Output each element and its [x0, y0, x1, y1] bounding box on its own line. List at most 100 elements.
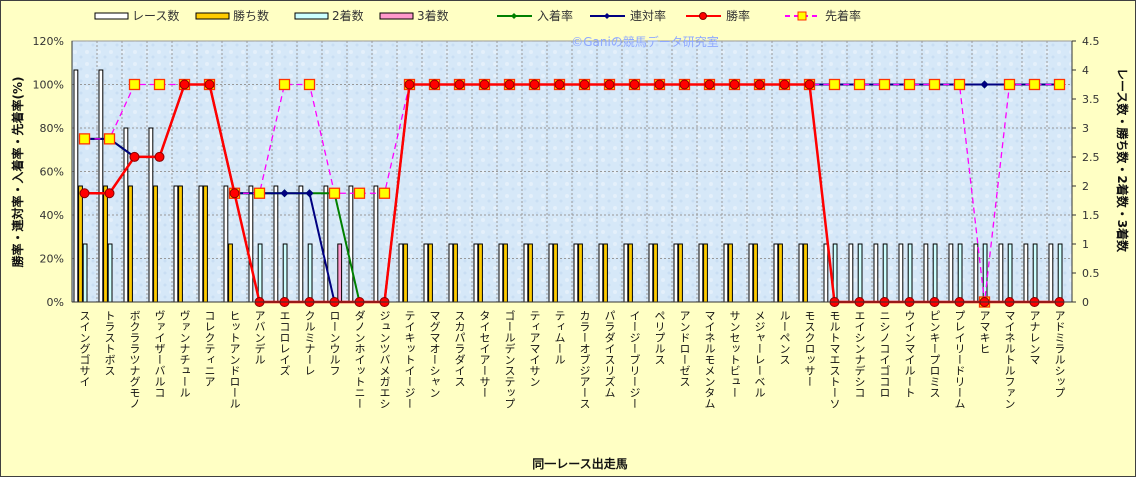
- x-tick-label: マイネルモメンタム: [703, 310, 716, 409]
- y-tick-label-right: 1.5: [1082, 209, 1100, 222]
- point-circle: [754, 79, 765, 90]
- axes: 0% 20% 40% 60% 80% 100% 120% 0 0.5 1 1.5 2 2.5 3 3.5 4 4…: [33, 35, 1100, 409]
- bar-2: [282, 243, 288, 303]
- bar-1: [678, 243, 683, 303]
- bar-0: [773, 243, 779, 303]
- x-tick-label: ダノンホイットニー: [353, 310, 366, 409]
- legend-label: 3着数: [417, 8, 449, 23]
- x-tick-label: ティアマイサン: [528, 310, 541, 387]
- x-tick-label: アドミラルシップ: [1053, 310, 1066, 398]
- point-circle: [229, 188, 240, 199]
- point-circle: [404, 79, 415, 90]
- x-tick-label: テイキットイージー: [403, 310, 416, 409]
- point-circle: [479, 79, 490, 90]
- bar-0: [373, 185, 379, 303]
- y-tick-label-left: 120%: [33, 35, 64, 48]
- bar-2: [907, 243, 913, 303]
- x-tick-label: ウインマイルート: [903, 310, 916, 398]
- point-circle: [629, 79, 640, 90]
- point-square: [253, 187, 266, 199]
- y-tick-label-right: 4.5: [1082, 35, 1100, 48]
- bar-0: [323, 185, 329, 303]
- x-tick-label: アマキヒ: [978, 310, 991, 354]
- bar-0: [873, 243, 879, 303]
- point-circle: [104, 188, 115, 199]
- bar-0: [223, 185, 229, 303]
- point-square: [878, 78, 891, 91]
- point-square: [953, 78, 966, 91]
- bar-2: [107, 243, 113, 303]
- legend-swatch-bar: [94, 12, 129, 20]
- point-square: [328, 187, 341, 199]
- bar-1: [578, 243, 583, 303]
- bar-0: [698, 243, 704, 303]
- point-square: [928, 78, 941, 91]
- bar-0: [498, 243, 504, 303]
- point-square: [903, 78, 916, 91]
- y-tick-label-right: 0.5: [1082, 267, 1100, 280]
- x-tick-label: パラダイスリズム: [603, 310, 616, 398]
- x-tick-label: プレイリードリーム: [953, 310, 966, 409]
- bar-0: [623, 243, 629, 303]
- bar-0: [523, 243, 529, 303]
- y-tick-label-right: 0: [1082, 296, 1089, 309]
- bar-1: [453, 243, 458, 303]
- point-square: [78, 133, 91, 145]
- bar-3: [337, 243, 343, 303]
- bar-1: [778, 243, 783, 303]
- x-tick-label: タイセイアーサー: [478, 310, 491, 398]
- y-tick-label-right: 2: [1082, 180, 1089, 193]
- bar-1: [528, 243, 533, 303]
- legend-marker: [699, 12, 707, 20]
- point-diamond: [280, 189, 289, 198]
- line-3: [84, 83, 1060, 303]
- bar-0: [673, 243, 679, 303]
- bar-2: [1032, 243, 1038, 303]
- x-tick-label: ペリプルス: [653, 310, 666, 365]
- bar-0: [148, 127, 154, 303]
- y-tick-label-left: 60%: [40, 166, 64, 179]
- bar-0: [423, 243, 429, 303]
- bar-0: [973, 243, 979, 303]
- x-tick-label: ニシノコイゴコロ: [878, 310, 891, 398]
- bar-0: [248, 185, 254, 303]
- bar-1: [153, 185, 158, 303]
- x-tick-label: エコロレイズ: [278, 310, 291, 376]
- x-tick-label: ティムール: [553, 310, 566, 365]
- point-square: [278, 78, 291, 91]
- bar-0: [98, 69, 104, 303]
- y-tick-label-right: 3.5: [1082, 93, 1100, 106]
- y-axis-title-right: レース数・勝ち数・2着数・3着数: [1115, 68, 1130, 253]
- bar-1: [478, 243, 483, 303]
- point-circle: [454, 79, 465, 90]
- legend: レース数 勝ち数 2着数 3着数 入着率 連対率 勝率 先着率: [94, 8, 861, 23]
- x-tick-label: アバンデル: [253, 310, 266, 365]
- bar-0: [273, 185, 279, 303]
- legend-label: 勝ち数: [233, 8, 269, 23]
- point-circle: [79, 188, 90, 199]
- point-circle: [204, 79, 215, 90]
- x-axis-title: 同一レース出走馬: [532, 456, 627, 471]
- legend-label: 連対率: [630, 8, 666, 23]
- point-circle: [579, 79, 590, 90]
- bar-1: [553, 243, 558, 303]
- bar-0: [948, 243, 954, 303]
- x-tick-label: トラストボス: [103, 310, 116, 376]
- bar-1: [178, 185, 183, 303]
- x-tick-label: コレクティニア: [203, 310, 216, 387]
- x-tick-label: ヴァイザーバルコ: [153, 310, 166, 398]
- x-tick-label: カラーオブジアース: [578, 310, 591, 409]
- point-circle: [129, 151, 140, 162]
- legend-marker: [797, 11, 807, 21]
- bar-0: [73, 69, 79, 303]
- legend-swatch-bar: [379, 12, 414, 20]
- x-tick-label: イージーブリージー: [628, 310, 641, 409]
- y-tick-label-left: 0%: [47, 296, 64, 309]
- bar-0: [573, 243, 579, 303]
- bar-1: [803, 243, 808, 303]
- x-tick-label: エイシンナデシコ: [853, 310, 866, 398]
- point-square: [128, 78, 141, 91]
- x-tick-label: ジュンツバメガエシ: [378, 310, 391, 409]
- x-tick-label: ボクララツナグモノ: [128, 310, 141, 409]
